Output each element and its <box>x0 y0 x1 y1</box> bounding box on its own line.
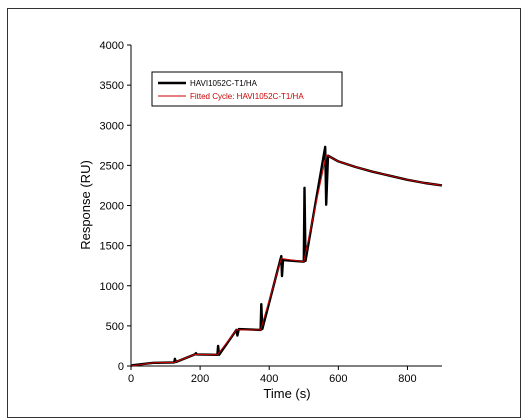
y-tick-label: 1000 <box>100 281 124 293</box>
x-tick-label: 600 <box>329 373 347 385</box>
y-tick-label: 2500 <box>100 160 124 172</box>
y-tick-label: 0 <box>118 361 124 373</box>
legend: HAVI1052C-T1/HA Fitted Cycle: HAVI1052C-… <box>151 71 343 107</box>
legend-label-series-1: HAVI1052C-T1/HA <box>190 79 258 88</box>
x-axis-title: Time (s) <box>263 386 310 401</box>
y-tick-label: 3500 <box>100 80 124 92</box>
x-axis-ticks: 0 200 400 600 800 <box>128 366 417 385</box>
series-line-2 <box>130 154 443 367</box>
y-tick-label: 4000 <box>100 40 124 52</box>
x-tick-label: 800 <box>398 373 416 385</box>
series-group <box>130 145 443 368</box>
legend-box <box>151 71 343 107</box>
y-tick-label: 2000 <box>100 201 124 213</box>
x-tick-label: 0 <box>128 373 134 385</box>
y-axis-ticks: 0 500 1000 1500 2000 2500 3000 3500 4000 <box>100 40 131 373</box>
legend-label-series-2: Fitted Cycle: HAVI1052C-T1/HA <box>190 92 304 101</box>
y-tick-label: 3000 <box>100 120 124 132</box>
series-line-1 <box>130 145 443 368</box>
y-tick-label: 1500 <box>100 241 124 253</box>
x-tick-label: 400 <box>260 373 278 385</box>
x-tick-label: 200 <box>191 373 209 385</box>
y-axis-title: Response (RU) <box>78 160 93 250</box>
y-tick-label: 500 <box>106 321 124 333</box>
